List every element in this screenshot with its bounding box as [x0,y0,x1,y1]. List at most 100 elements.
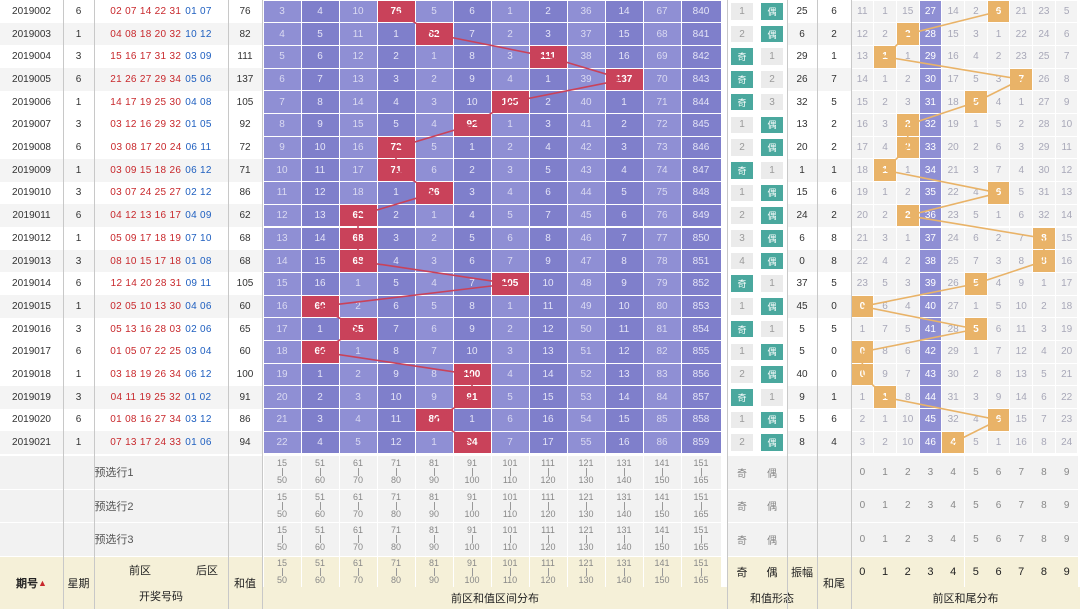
preselect-tail-digit[interactable]: 2 [896,489,920,522]
preselect-tail-digit[interactable]: 6 [987,489,1010,522]
issue-header[interactable]: 期号 ▲ [0,556,63,609]
preselect-blank [787,489,851,522]
amplitude-value: 5 [787,408,817,432]
tail-dist-cell: 8 [987,363,1010,386]
preselect-tail-digit[interactable]: 0 [851,456,874,489]
tail-digit-header: 7 [1009,556,1033,587]
back-numbers: 01 08 [185,255,212,267]
preselect-tail-digit[interactable]: 0 [851,489,874,522]
tail-dist-cell: 5 [987,114,1010,136]
sum-dist-cell: 858 [681,409,721,431]
range-start: 91 [466,525,477,536]
sum-dist-cell: 9 [605,272,643,295]
preselect-range-cell: 111 120 [529,456,567,489]
sum-dist-cell: 13 [339,68,377,91]
preselect-tail-digit[interactable]: 5 [964,489,988,522]
tail-dist-cell: 25 [942,250,964,272]
tail-dist-cell: 36 [919,204,942,227]
sum-dist-cell: 8 [301,91,339,113]
even-header: 偶 [757,556,787,587]
sum-dist-cell: 7 [301,68,339,91]
preselect-tail-digit[interactable]: 7 [1009,456,1033,489]
preselect-sum[interactable] [228,489,262,522]
preselect-tail-digit[interactable]: 8 [1032,456,1056,489]
preselect-odd-even[interactable]: 奇 [727,456,757,489]
range-start: 15 [276,491,287,502]
tail-dist-cell: 7 [1055,45,1078,68]
preselect-tail-digit[interactable]: 5 [964,523,988,556]
preselect-tail-digit[interactable]: 3 [919,456,942,489]
amplitude-value: 32 [787,90,817,114]
preselect-tail-digit[interactable]: 9 [1055,456,1078,489]
preselect-tail-digit[interactable]: 1 [873,489,897,522]
tail-dist-cell: 7 [965,250,987,272]
back-numbers: 03 12 [185,414,212,426]
preselect-tail-digit[interactable]: 4 [941,456,965,489]
preselect-sum[interactable] [228,523,262,556]
sum-tail-value: 8 [817,227,851,250]
draw-numbers: 03 07 24 25 27 02 12 [94,181,228,205]
front-numbers: 07 13 17 24 33 [110,437,182,449]
preselect-tail-digit[interactable]: 4 [941,523,965,556]
range-end: 150 [654,574,670,585]
sum-dist-cell: 14 [263,250,301,272]
preselect-tail-digit[interactable]: 5 [964,456,988,489]
preselect-odd-even[interactable]: 偶 [757,523,787,556]
issue-cell: 2019009 [0,158,63,182]
sum-tail-value: 6 [817,0,851,23]
back-numbers: 01 06 [185,437,212,449]
sum-dist-cell: 15 [339,114,377,136]
preselect-tail-digit[interactable]: 9 [1055,489,1078,522]
tail-dist-cell: 34 [919,159,942,182]
preselect-row-label[interactable]: 预选行1 [0,456,228,489]
sum-dist-cell: 7 [491,250,529,272]
preselect-tail-digit[interactable]: 3 [919,489,942,522]
preselect-odd-even[interactable]: 奇 [727,523,757,556]
preselect-tail-digit[interactable]: 4 [941,489,965,522]
sum-dist-cell: 84 [643,386,681,409]
tail-dist-cell: 35 [919,182,942,204]
preselect-tail-digit[interactable]: 7 [1009,489,1033,522]
preselect-odd-even[interactable]: 奇 [727,489,757,522]
sum-dist-cell: 1 [453,136,491,159]
week-cell: 1 [63,90,94,114]
sum-dist-cell: 55 [567,431,605,454]
preselect-row-label[interactable]: 预选行3 [0,523,228,556]
preselect-tail-digit[interactable]: 6 [987,523,1010,556]
sum-dist-cell: 12 [339,45,377,68]
sort-icon[interactable]: ▲ [38,577,47,588]
preselect-tail-digit[interactable]: 8 [1032,523,1056,556]
preselect-tail-digit[interactable]: 8 [1032,489,1056,522]
preselect-odd-even[interactable]: 偶 [757,489,787,522]
issue-cell: 2019018 [0,363,63,386]
sum-range-header: 111 120 [529,556,567,587]
back-numbers: 06 11 [185,142,212,154]
preselect-sum[interactable] [228,456,262,489]
range-end: 80 [390,508,401,519]
preselect-tail-digit[interactable]: 7 [1009,523,1033,556]
preselect-tail-digit[interactable]: 2 [896,523,920,556]
preselect-odd-even[interactable]: 偶 [757,456,787,489]
back-numbers: 06 12 [185,369,212,381]
preselect-row-label[interactable]: 预选行2 [0,489,228,522]
preselect-tail-digit[interactable]: 1 [873,523,897,556]
preselect-tail-digit[interactable]: 1 [873,456,897,489]
sum-dist-cell: 848 [681,182,721,204]
front-numbers: 08 10 15 17 18 [110,255,182,267]
preselect-tail-digit[interactable]: 6 [987,456,1010,489]
range-start: 131 [616,458,632,469]
preselect-tail-digit[interactable]: 3 [919,523,942,556]
preselect-range-cell: 91 100 [453,456,491,489]
preselect-tail-digit[interactable]: 9 [1055,523,1078,556]
sum-range-header: 71 80 [377,556,415,587]
back-numbers: 04 09 [185,210,212,222]
tail-dist-cell: 13 [1055,182,1078,204]
sum-dist-cell: 3 [605,136,643,159]
sum-dist-cell: 2 [301,386,339,409]
tail-dist-hit: 1 [874,45,896,68]
sum-dist-cell: 854 [681,318,721,340]
front-numbers: 04 11 19 25 32 [110,391,181,403]
tail-dist-cell: 29 [1033,136,1055,159]
preselect-tail-digit[interactable]: 0 [851,523,874,556]
preselect-tail-digit[interactable]: 2 [896,456,920,489]
